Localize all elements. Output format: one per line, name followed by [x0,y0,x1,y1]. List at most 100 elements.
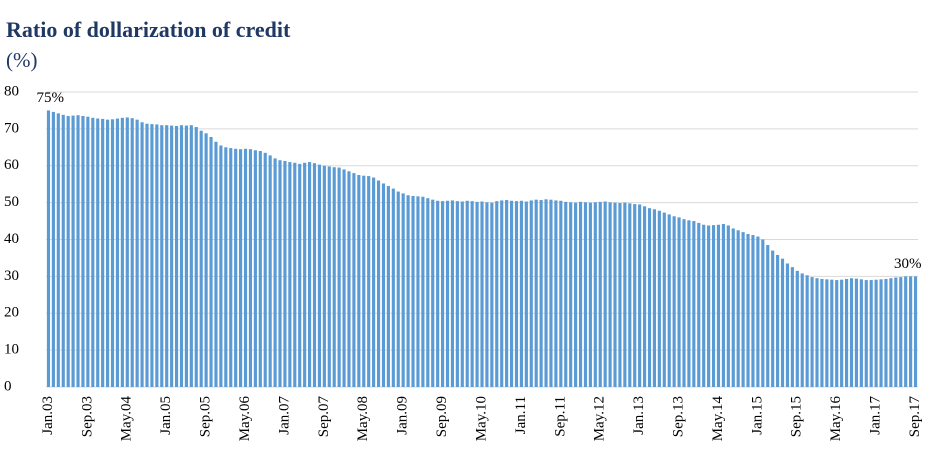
x-tick-label: Jan.17 [868,396,884,435]
x-tick-label: Jan.03 [40,396,56,435]
bar [352,173,356,387]
bar [224,147,228,387]
bar [91,117,95,387]
y-tick-label: 70 [4,120,19,136]
bar [638,204,642,387]
bar [411,195,415,387]
bar [150,124,154,388]
bar [214,141,218,387]
bar [66,115,70,387]
bar [766,245,770,387]
bar [71,115,75,387]
bar [140,122,144,388]
y-tick-label: 50 [4,194,19,210]
x-tick-label: Sep.03 [79,396,95,437]
bar [840,279,844,387]
y-tick-label: 10 [4,342,19,358]
bar [179,125,184,387]
bar [61,114,65,388]
x-tick-label: May.16 [828,396,844,442]
bar [288,162,292,387]
x-tick-label: Sep.07 [316,396,332,438]
bar [396,191,400,387]
bar [125,117,129,387]
x-tick-label: Sep.17 [907,396,923,438]
bar [835,280,839,387]
bar [347,171,351,387]
bar [825,279,829,387]
bar [642,206,647,387]
bar [293,162,297,387]
bar [864,280,868,387]
bar [623,202,627,387]
bar [746,233,750,387]
y-tick-label: 0 [4,378,12,394]
bar [598,201,602,387]
bar [219,145,223,387]
x-tick-label: May.08 [355,396,371,441]
bar [780,258,785,387]
x-tick-label: Sep.13 [670,396,686,437]
bar [800,273,804,387]
bar [844,278,849,387]
bar [726,225,730,387]
bar [731,228,735,387]
bar [500,200,504,387]
y-tick-label: 60 [4,157,19,173]
bar [657,210,661,387]
bar [76,115,80,387]
bar [613,202,617,387]
chart-subtitle: (%) [6,48,37,72]
bar [869,280,873,387]
bar [583,202,588,387]
bar [795,270,799,387]
bar [889,278,893,387]
bar [273,158,277,387]
bar [564,201,568,387]
bar [751,235,755,387]
bar [633,204,637,387]
bar [436,200,440,387]
x-tick-label: Jan.09 [395,396,411,435]
bar [618,202,622,387]
bar [110,119,115,387]
data-label: 75% [36,90,64,106]
bar [608,202,612,387]
bar [312,163,317,387]
bar [741,232,745,387]
bar [593,202,597,387]
bar [130,118,134,388]
x-tick-label: May.14 [710,396,726,442]
bar [239,149,243,387]
bar [421,196,425,387]
bar [184,125,188,388]
bar [376,180,381,387]
y-tick-label: 40 [4,231,19,247]
bar [647,208,652,387]
bar [672,216,676,387]
bar [529,200,533,387]
bar [362,175,366,387]
x-tick-label: May.12 [592,396,608,441]
bar [51,111,55,387]
bar [554,200,558,387]
bar [56,113,60,387]
bar [101,118,105,387]
bar [386,186,390,387]
bar [465,200,469,387]
x-tick-label: Jan.15 [749,396,765,435]
x-tick-label: Jan.05 [158,396,174,435]
bar [391,188,395,387]
bar [711,225,716,387]
bar [248,149,253,387]
bar [524,201,528,387]
bar [283,160,287,387]
bar [534,199,538,387]
bar [490,202,494,387]
bar [445,200,450,387]
bar [194,127,198,387]
bar [243,148,248,387]
bar [830,279,834,387]
bar [204,133,208,387]
